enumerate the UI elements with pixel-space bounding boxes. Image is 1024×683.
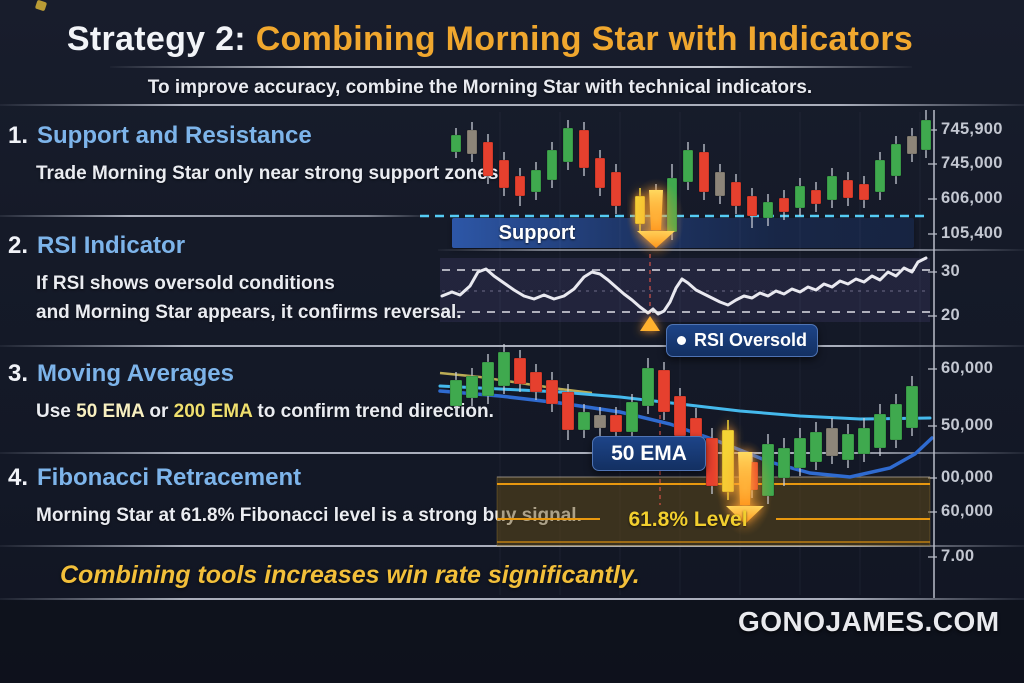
rsi-oversold-label: RSI Oversold [693, 330, 808, 350]
section-body: Morning Star at 61.8% Fibonacci level is… [36, 505, 582, 526]
section-fibonacci: 4. Fibonacci Retracement Morning Star at … [8, 464, 582, 530]
section-moving-averages: 3. Moving Averages Use 50 EMA or 200 EMA … [8, 360, 494, 426]
conclusion-note: Combining tools increases win rate signi… [60, 561, 640, 589]
section-heading: 4. Fibonacci Retracement [8, 464, 582, 492]
axis-label: 60,000 [941, 359, 994, 377]
section-heading: 1. Support and Resistance [8, 122, 504, 150]
axis-label: 20 [941, 306, 960, 324]
section-title: Moving Averages [37, 360, 234, 387]
price-axis-line [933, 110, 935, 598]
title-underline [110, 66, 912, 68]
axis-label: 50,000 [941, 416, 994, 434]
divider-section-3 [0, 452, 1024, 454]
corner-mark [34, 0, 48, 12]
divider-header [0, 104, 1024, 106]
ema50-badge: 50 EMA [592, 436, 706, 471]
divider-section-4 [0, 545, 1024, 547]
subtitle: To improve accuracy, combine the Morning… [147, 77, 813, 98]
axis-label: 606,000 [941, 189, 1003, 207]
section-title: Fibonacci Retracement [37, 464, 302, 491]
rsi-panel-background [440, 258, 930, 322]
rsi-oversold-badge: RSI Oversold [666, 324, 818, 357]
divider-section-2 [0, 345, 1024, 347]
fib-level-label: 61.8% Level [628, 508, 748, 531]
section-body: Use 50 EMA or 200 EMA to confirm trend d… [36, 401, 494, 422]
section-body: If RSI shows oversold conditions and Morn… [36, 273, 462, 324]
axis-label: 745,000 [941, 154, 1003, 172]
ema50-label: 50 EMA [611, 441, 687, 465]
section-support-resistance: 1. Support and Resistance Trade Morning S… [8, 122, 504, 188]
divider-chart-1 [438, 249, 1024, 251]
section-heading: 3. Moving Averages [8, 360, 494, 388]
divider-section-1 [0, 215, 432, 217]
page-title: Strategy 2: Combining Morning Star with … [66, 20, 914, 58]
axis-label: 60,000 [941, 502, 994, 520]
support-label: Support [498, 222, 576, 244]
section-number: 1. [8, 122, 29, 149]
section-title: Support and Resistance [37, 122, 312, 149]
section-number: 2. [8, 232, 29, 259]
section-title: RSI Indicator [37, 232, 186, 259]
divider-footer [0, 598, 1024, 600]
bullet-dot-icon [676, 336, 686, 345]
section-rsi-indicator: 2. RSI Indicator If RSI shows oversold co… [8, 232, 462, 328]
section-number: 3. [8, 360, 29, 387]
axis-label: 00,000 [941, 468, 994, 486]
section-body: Trade Morning Star only near strong supp… [36, 163, 504, 184]
axis-label: 745,900 [941, 120, 1003, 138]
axis-label: 30 [941, 262, 960, 280]
brand-watermark: GONOJAMES.COM [738, 606, 1000, 637]
section-number: 4. [8, 464, 29, 491]
section-heading: 2. RSI Indicator [8, 232, 462, 260]
axis-label: 7.00 [941, 547, 975, 565]
axis-label: 105,400 [941, 224, 1003, 242]
footer-strip [0, 600, 1024, 683]
